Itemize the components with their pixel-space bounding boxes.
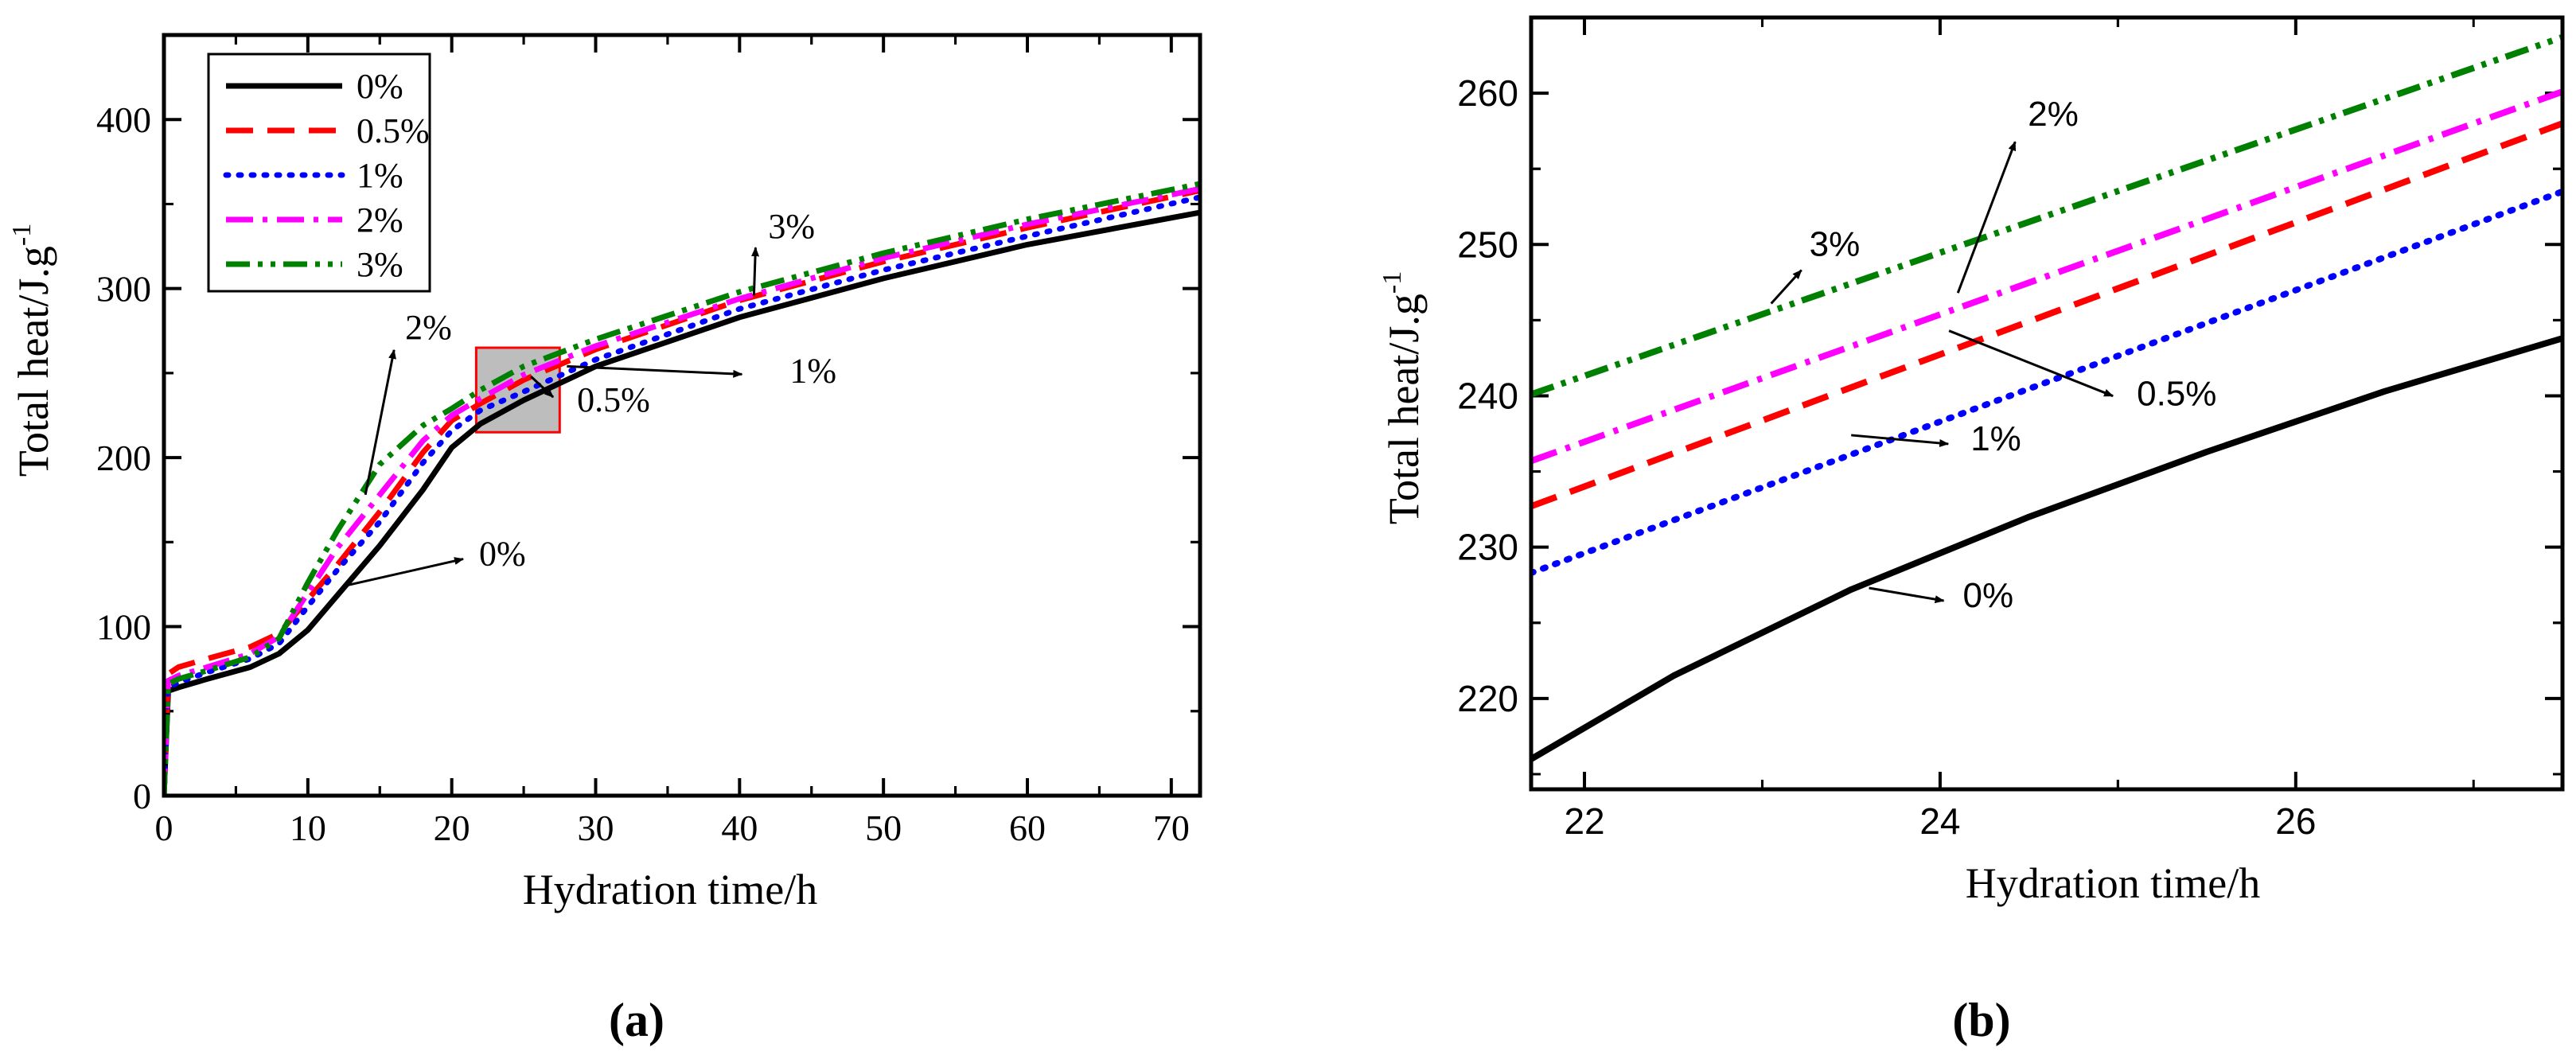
series-line-0pct [1531,335,2562,762]
panel-b-y-axis-label: Total heat/J.g-1 [1378,271,1428,524]
panel-b-series [1531,33,2562,762]
panel-b-annotations: 3% 2% 0.5% 1% 0% [1770,95,2216,615]
x-tick-label: 22 [1564,800,1604,842]
annotation-arrow-1pct [567,364,743,378]
panel-b-x-axis-label: Hydration time/h [1966,859,2260,907]
legend-box [207,53,431,293]
legend-label-0pct: 0% [357,67,403,106]
panel-a-tick-labels: 0 10 20 30 40 50 60 70 0 100 200 300 400 [96,99,1190,848]
annotation-label-3pct: 3% [1810,224,1861,263]
annotation-arrow-3pct [751,247,760,296]
annotation-arrow-2pct [1956,141,2017,294]
x-tick-label: 20 [434,808,470,848]
series-line-0-5pct [1531,120,2562,510]
y-tick-label: 250 [1457,224,1518,265]
x-tick-label: 10 [290,808,326,848]
legend-label-0-5pct: 0.5% [357,111,430,150]
annotation-label-0-5pct: 0.5% [2137,375,2216,414]
annotation-label-0pct: 0% [1963,576,2014,615]
y-tick-label: 0 [133,776,151,816]
annotation-arrow-0pct [343,557,465,588]
annotation-label-2pct: 2% [2028,95,2079,134]
panel-a-label: (a) [609,994,664,1046]
y-tick-label: 240 [1457,375,1518,416]
annotation-label-2pct: 2% [405,308,452,347]
series-line-2pct [164,185,1200,796]
panel-a-legend: 0% 0.5% 1% 2% 3% [207,53,431,293]
series-line-3pct [164,181,1200,796]
y-tick-label: 300 [96,269,151,310]
panel-b: 3% 2% 0.5% 1% 0% 22 24 26 220 230 240 250 260 Hydra… [1378,15,2565,1046]
x-tick-label: 60 [1009,808,1046,848]
panel-a-annotations: 3%2%1%0.5%0% [343,207,836,588]
y-tick-label: 100 [96,607,151,648]
x-tick-label: 50 [865,808,902,848]
x-tick-label: 30 [578,808,614,848]
series-line-0pct [164,209,1200,796]
annotation-arrow-2pct [364,348,396,496]
panel-a-series [164,181,1200,796]
panel-a-y-axis-label: Total heat/J.g-1 [7,224,57,477]
legend-label-3pct: 3% [357,245,403,284]
annotation-arrow-0-5pct [530,376,555,399]
x-tick-label: 70 [1153,808,1190,848]
y-tick-label: 200 [96,438,151,478]
x-tick-label: 24 [1919,800,1960,842]
annotation-label-0pct: 0% [479,535,526,574]
annotation-arrow-0-5pct [1948,329,2114,398]
series-line-3pct [1531,33,2562,398]
series-line-1pct [1531,188,2562,576]
panel-b-plot-frame [1529,15,2565,792]
x-tick-label: 40 [721,808,758,848]
y-tick-label: 230 [1457,527,1518,568]
y-tick-label: 220 [1457,678,1518,719]
panel-a-x-axis-label: Hydration time/h [523,866,817,913]
panel-a-plot-frame [162,33,1202,798]
legend-label-1pct: 1% [357,156,403,195]
annotation-label-3pct: 3% [768,207,815,246]
annotation-label-1pct: 1% [1970,419,2021,458]
panel-b-tick-labels: 22 24 26 220 230 240 250 260 [1457,72,2316,842]
series-line-2pct [1531,88,2562,465]
x-tick-label: 26 [2275,800,2316,842]
panel-a-ticks [162,35,1200,797]
annotation-arrow-3pct [1770,269,1802,305]
annotation-label-1pct: 1% [789,351,836,390]
y-tick-label: 400 [96,99,151,140]
x-tick-label: 0 [155,808,173,848]
y-tick-label: 260 [1457,72,1518,114]
annotation-arrow-0pct [1869,586,1945,604]
legend-label-2pct: 2% [357,201,403,239]
annotation-label-0-5pct: 0.5% [577,380,650,419]
panel-a: 3%2%1%0.5%0% 0%0.5%1%2%3% 0 10 20 30 40 50 60 7… [7,33,1202,1046]
panel-b-label: (b) [1952,994,2010,1046]
annotation-arrow-1pct [1851,434,1950,447]
